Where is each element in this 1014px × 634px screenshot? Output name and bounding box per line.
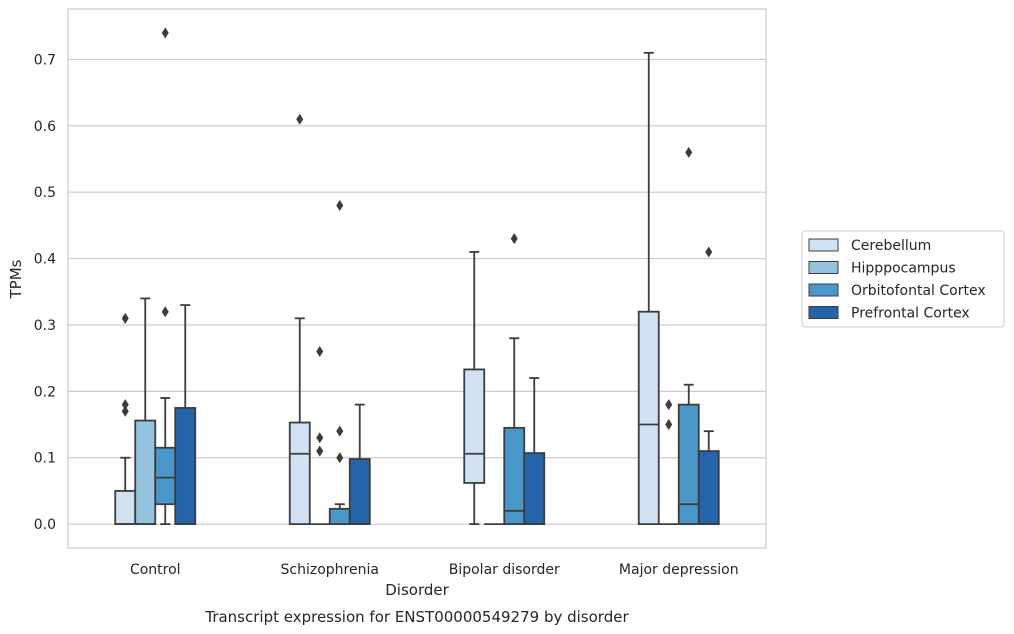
outlier-point	[665, 399, 673, 411]
outlier-point	[161, 27, 169, 39]
y-tick-label: 0.7	[34, 52, 56, 68]
y-tick-label: 0.2	[34, 384, 56, 400]
outlier-point	[336, 452, 344, 464]
legend-label: Orbitofontal Cortex	[851, 283, 986, 299]
box-0-2	[463, 251, 486, 526]
box-3-0	[174, 304, 197, 526]
plot-frame	[67, 8, 767, 549]
legend-swatch	[808, 238, 839, 252]
outlier-point	[316, 445, 324, 457]
box-body	[328, 507, 351, 526]
outlier-point	[121, 312, 129, 324]
x-tick-label: Schizophrenia	[281, 562, 379, 578]
box-1-3	[658, 399, 679, 526]
box-body	[677, 403, 700, 526]
outlier-point	[336, 199, 344, 211]
x-tick-label: Control	[130, 562, 181, 578]
legend-label: Cerebellum	[851, 238, 931, 254]
y-tick-label: 0.5	[34, 185, 56, 201]
legend-swatch	[808, 306, 839, 319]
x-tick-labels: Control Schizophrenia Bipolar disorder Majo…	[130, 562, 739, 578]
box-body	[348, 458, 371, 526]
outlier-point	[336, 425, 344, 437]
legend: Cerebellum Hipppocampus Orbitofontal Corte…	[801, 230, 1005, 328]
outlier-point	[296, 113, 304, 125]
legend-frame	[801, 230, 1005, 328]
box-0-1	[288, 113, 311, 526]
legend-swatch	[808, 283, 839, 297]
legend-items: Cerebellum Hipppocampus Orbitofontal Corte…	[808, 238, 986, 322]
outlier-point	[161, 306, 169, 318]
box-0-3	[637, 51, 660, 526]
boxes	[114, 27, 720, 526]
outlier-point	[510, 233, 518, 245]
box-3-3	[697, 246, 720, 526]
box-3-2	[523, 377, 546, 526]
box-body	[288, 421, 311, 526]
y-tick-label: 0.1	[34, 451, 56, 467]
y-tick-label: 0.6	[34, 119, 56, 135]
box-body	[697, 450, 720, 526]
box-body	[154, 446, 177, 506]
y-tick-label: 0.4	[34, 252, 56, 268]
box-body	[463, 368, 486, 484]
x-tick-label: Major depression	[619, 562, 739, 578]
chart-caption: Transcript expression for ENST0000054927…	[204, 608, 629, 626]
box-2-0	[154, 27, 177, 526]
legend-label: Prefrontal Cortex	[851, 306, 970, 322]
box-body	[637, 310, 660, 526]
y-axis-title: TPMs	[7, 259, 25, 299]
box-body	[134, 419, 157, 526]
box-2-1	[328, 199, 351, 526]
y-tick-label: 0.0	[34, 517, 56, 533]
box-3-1	[348, 403, 371, 526]
outlier-point	[705, 246, 713, 258]
outlier-point	[316, 432, 324, 444]
outlier-point	[685, 146, 693, 158]
legend-swatch	[808, 261, 839, 274]
x-tick-label: Bipolar disorder	[449, 562, 560, 578]
outlier-point	[316, 346, 324, 358]
box-body	[503, 426, 526, 526]
outlier-point	[121, 405, 129, 417]
box-body	[523, 452, 546, 526]
box-1-1	[309, 346, 330, 526]
x-axis-title: Disorder	[385, 581, 449, 599]
outlier-point	[121, 399, 129, 411]
box-body	[114, 490, 137, 526]
y-tick-label: 0.3	[34, 318, 56, 334]
outlier-point	[665, 419, 673, 431]
legend-label: Hipppocampus	[851, 261, 956, 277]
y-tick-labels: 0.0 0.1 0.2 0.3 0.4 0.5 0.6 0.7	[34, 52, 56, 533]
box-body	[174, 407, 197, 526]
box-0-0	[114, 312, 137, 526]
box-2-2	[503, 233, 526, 526]
